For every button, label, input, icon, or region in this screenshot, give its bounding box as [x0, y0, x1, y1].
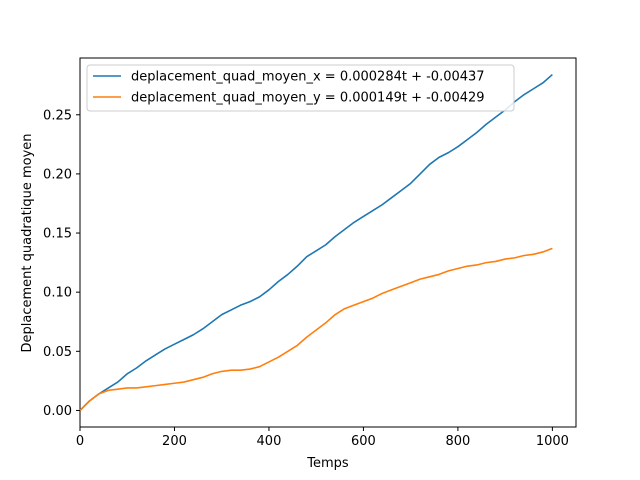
y-tick-label: 0.05 — [43, 345, 72, 360]
series-line-2 — [79, 247, 553, 412]
x-tick-label: 400 — [257, 434, 282, 449]
x-tick-label: 800 — [445, 434, 470, 449]
y-tick-label: 0.15 — [43, 227, 72, 242]
y-axis-label: Deplacement quadratique moyen — [20, 133, 35, 352]
series-layer — [79, 73, 553, 412]
x-axis-label: Temps — [306, 456, 349, 471]
legend-box — [86, 64, 515, 112]
legend: deplacement_quad_moyen_x = 0.000284t + -… — [86, 64, 515, 112]
y-tick-label: 0.10 — [43, 286, 72, 301]
legend-label-1: deplacement_quad_moyen_x = 0.000284t + -… — [131, 70, 485, 85]
y-tick-label: 0.20 — [43, 167, 72, 182]
x-tick-label: 200 — [162, 434, 187, 449]
legend-label-2: deplacement_quad_moyen_y = 0.000149t + -… — [131, 91, 485, 106]
x-tick-label: 0 — [76, 434, 84, 449]
x-tick-label: 600 — [351, 434, 376, 449]
y-tick-label: 0.25 — [43, 108, 72, 123]
x-axis: 0 200 400 600 800 1000 — [76, 427, 569, 449]
series-line-1 — [79, 73, 553, 412]
x-tick-label: 1000 — [536, 434, 569, 449]
y-tick-label: 0.00 — [43, 404, 72, 419]
y-axis: 0.00 0.05 0.10 0.15 0.20 0.25 — [43, 108, 80, 419]
